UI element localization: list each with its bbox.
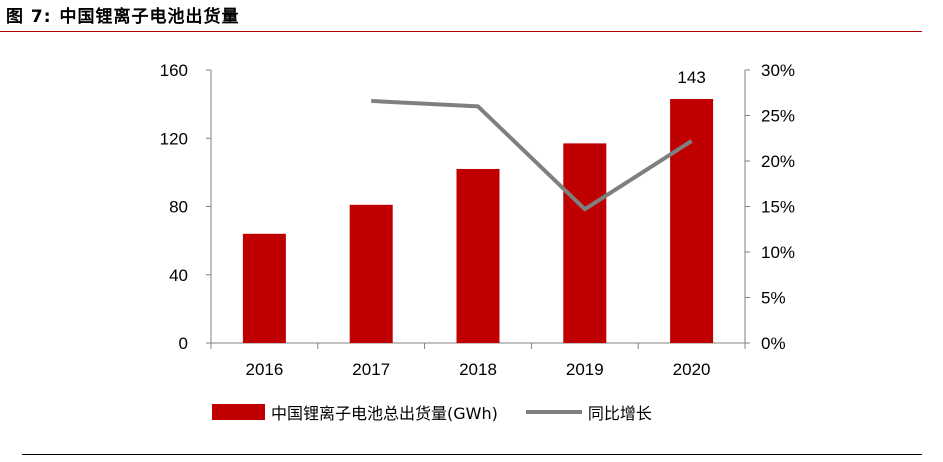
figure-title: 图 7: 中国锂离子电池出货量 (6, 2, 248, 27)
y-left-tick-label: 40 (169, 266, 188, 285)
y-right-tick-label: 15% (761, 198, 795, 217)
bar (242, 233, 286, 343)
x-tick-label: 2016 (245, 360, 283, 379)
y-right-tick-label: 25% (761, 107, 795, 126)
title-rule (0, 31, 922, 32)
figure-label: 图 7: (6, 7, 52, 27)
legend-line-label: 同比增长 (587, 404, 652, 423)
legend-bar-swatch (212, 404, 265, 420)
x-tick-label: 2017 (352, 360, 390, 379)
figure-title-text: 中国锂离子电池出货量 (59, 7, 240, 27)
x-tick-label: 2019 (566, 360, 604, 379)
y-right-tick-label: 20% (761, 152, 795, 171)
y-right-tick-label: 30% (761, 61, 795, 80)
legend: 中国锂离子电池总出货量(GWh) 同比增长 (212, 400, 652, 424)
y-left-tick-label: 0 (179, 334, 188, 353)
bar (456, 168, 500, 343)
y-right-tick-label: 10% (761, 243, 795, 262)
y-left-tick-label: 160 (160, 61, 188, 80)
legend-bar-label: 中国锂离子电池总出货量(GWh) (271, 404, 498, 423)
y-left-tick-label: 80 (169, 198, 188, 217)
bar (670, 99, 714, 343)
legend-line-swatch (525, 410, 582, 414)
y-right-tick-label: 0% (761, 334, 786, 353)
y-left-tick-label: 120 (160, 129, 188, 148)
bar (349, 204, 393, 343)
x-tick-label: 2018 (459, 360, 497, 379)
x-tick-label: 2020 (673, 360, 711, 379)
bar (563, 143, 607, 343)
bar-data-label: 143 (677, 68, 705, 87)
bottom-rule (22, 454, 922, 455)
growth-line (371, 98, 693, 212)
y-right-tick-label: 5% (761, 289, 786, 308)
